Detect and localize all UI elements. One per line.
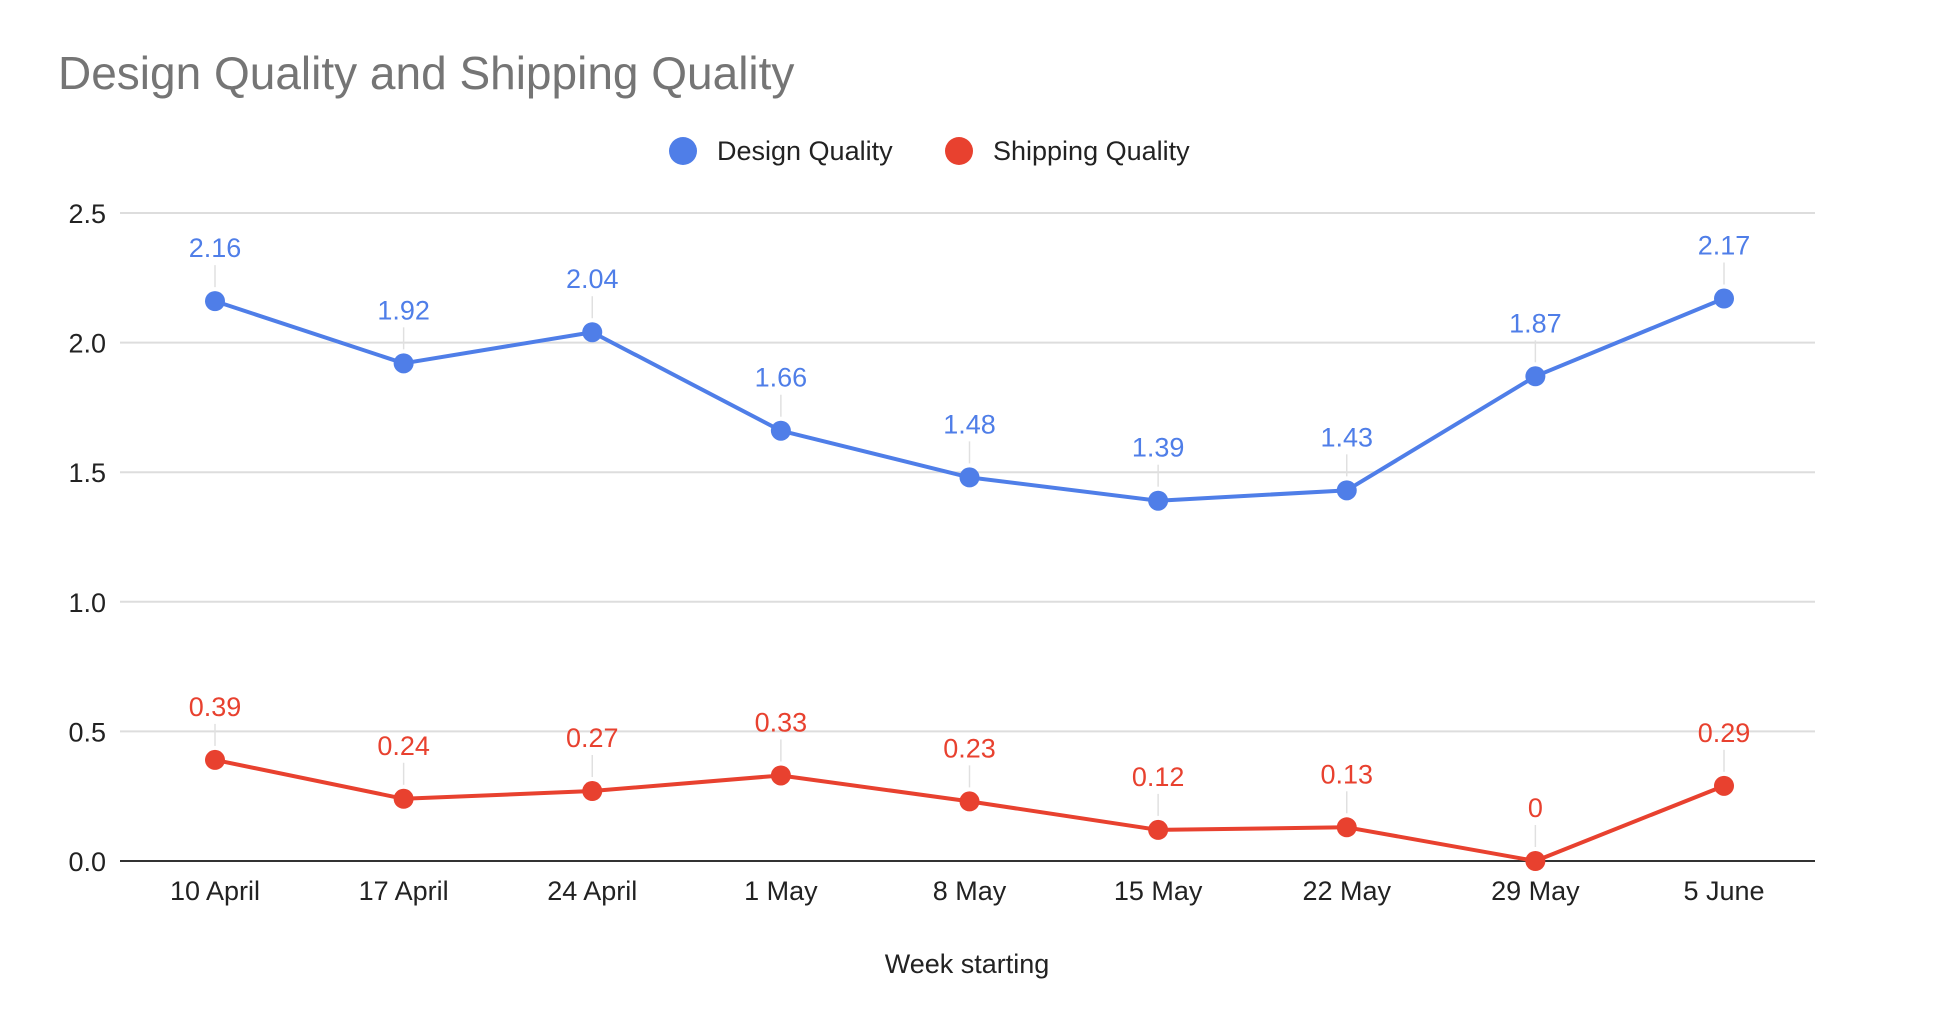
data-point[interactable]	[770, 420, 791, 441]
data-point[interactable]	[1525, 851, 1546, 871]
data-point[interactable]	[393, 788, 414, 809]
data-point[interactable]	[582, 322, 603, 343]
y-tick-label: 2.0	[68, 329, 106, 359]
data-label: 1.39	[1132, 433, 1185, 463]
x-tick-label: 29 May	[1491, 876, 1580, 906]
data-point[interactable]	[770, 765, 791, 786]
data-label: 0.29	[1698, 718, 1751, 748]
y-tick-label: 1.5	[68, 458, 106, 488]
x-tick-label: 15 May	[1114, 876, 1203, 906]
x-axis-ticks: 10 April 17 April 24 April 1 May 8 May 15 May…	[170, 876, 1765, 906]
data-point[interactable]	[1525, 366, 1546, 387]
y-axis-ticks: 0.0 0.5 1.0 1.5 2.0 2.5	[68, 199, 106, 877]
legend-label: Design Quality	[717, 136, 893, 166]
y-tick-label: 0.0	[68, 847, 106, 877]
legend-item: Shipping Quality	[945, 136, 1190, 166]
legend-item: Design Quality	[669, 136, 893, 166]
data-point[interactable]	[205, 749, 225, 770]
data-label: 0.33	[755, 707, 808, 737]
x-tick-label: 1 May	[744, 876, 818, 906]
data-point[interactable]	[1714, 288, 1734, 309]
data-label: 2.17	[1698, 231, 1751, 261]
x-tick-label: 17 April	[359, 876, 449, 906]
data-point[interactable]	[959, 467, 980, 488]
data-point[interactable]	[1148, 490, 1169, 511]
data-label: 0.24	[377, 731, 430, 761]
data-label: 1.66	[755, 363, 808, 393]
legend: Design Quality Shipping Quality	[669, 136, 1190, 166]
data-point[interactable]	[582, 781, 603, 802]
legend-marker	[669, 137, 697, 165]
series-design-quality: 2.16 1.92 2.04 1.66 1.48 1.39 1.43 1.87 2.17	[189, 231, 1751, 511]
x-tick-label: 8 May	[933, 876, 1007, 906]
data-label: 0.39	[189, 692, 242, 722]
x-axis-title: Week starting	[885, 949, 1050, 979]
x-tick-label: 22 May	[1302, 876, 1391, 906]
data-label: 0	[1528, 793, 1543, 823]
x-tick-label: 10 April	[170, 876, 260, 906]
data-label: 1.92	[377, 295, 430, 325]
legend-marker	[945, 137, 973, 165]
data-point[interactable]	[1336, 480, 1357, 501]
legend-label: Shipping Quality	[993, 136, 1190, 166]
y-tick-label: 1.0	[68, 588, 106, 618]
y-tick-label: 2.5	[68, 199, 106, 229]
x-tick-label: 5 June	[1683, 876, 1764, 906]
data-label: 0.13	[1320, 759, 1373, 789]
data-point[interactable]	[205, 291, 225, 312]
data-label: 2.04	[566, 264, 619, 294]
data-point[interactable]	[1714, 775, 1734, 796]
data-label: 1.43	[1320, 422, 1373, 452]
y-tick-label: 0.5	[68, 717, 106, 747]
data-label: 0.23	[943, 733, 996, 763]
x-tick-label: 24 April	[547, 876, 637, 906]
data-label: 0.27	[566, 723, 619, 753]
data-label: 2.16	[189, 233, 242, 263]
data-point[interactable]	[1148, 819, 1169, 840]
chart-title: Design Quality and Shipping Quality	[58, 47, 795, 99]
data-label: 0.12	[1132, 762, 1185, 792]
data-point[interactable]	[959, 791, 980, 812]
data-label: 1.48	[943, 409, 996, 439]
data-label: 1.87	[1509, 308, 1562, 338]
series-shipping-quality: 0.39 0.24 0.27 0.33 0.23 0.12 0.13 0 0.29	[189, 692, 1751, 871]
data-point[interactable]	[393, 353, 414, 374]
data-point[interactable]	[1336, 817, 1357, 838]
